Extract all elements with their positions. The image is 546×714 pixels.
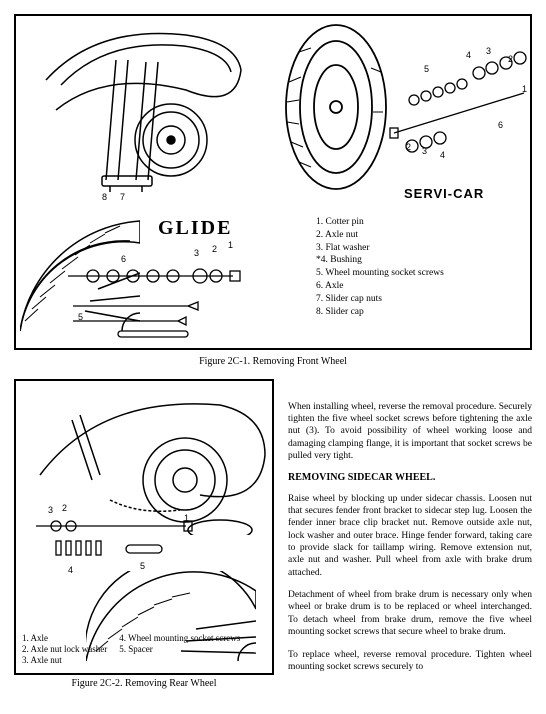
figure1-caption: Figure 2C-1. Removing Front Wheel (14, 356, 532, 369)
sc-callout-1: 1 (522, 84, 527, 95)
callout-2: 2 (212, 244, 217, 255)
f2-legend-1: 1. Axle (22, 633, 107, 644)
glide-label: GLIDE (158, 216, 232, 241)
sc-callout-3b: 3 (422, 146, 427, 157)
glide-fork-illustration (36, 20, 246, 200)
part-8: 8. Slider cap (316, 306, 444, 319)
part-6: 6. Axle (316, 280, 444, 293)
part-3: 3. Flat washer (316, 242, 444, 255)
callout-5: 5 (78, 312, 83, 323)
sc-callout-4: 4 (466, 50, 471, 61)
figure2-legend: 1. Axle 2. Axle nut lock washer 3. Axle … (22, 633, 266, 667)
servicar-label: SERVI-CAR (404, 186, 484, 202)
f2-legend-4: 4. Wheel mounting socket screws (119, 633, 240, 644)
body-p4: To replace wheel, reverse removal proced… (288, 649, 532, 674)
f2-callout-3: 3 (48, 505, 53, 516)
rear-tools-illustration (26, 511, 226, 571)
figure2-caption: Figure 2C-2. Removing Rear Wheel (14, 678, 274, 691)
body-text-column: When installing wheel, reverse the remov… (288, 379, 532, 701)
f2-callout-4: 4 (68, 565, 73, 576)
figure-1-box: 8 7 GLIDE (14, 14, 532, 350)
sc-callout-5: 5 (424, 64, 429, 75)
callout-3: 3 (194, 248, 199, 259)
f2-callout-1: 1 (184, 513, 189, 524)
sc-callout-6: 6 (498, 120, 503, 131)
body-p1: When installing wheel, reverse the remov… (288, 401, 532, 463)
part-7: 7. Slider cap nuts (316, 293, 444, 306)
part-5: 5. Wheel mounting socket screws (316, 267, 444, 280)
sc-callout-2: 2 (508, 54, 513, 65)
glide-tools-illustration (58, 246, 278, 346)
callout-1: 1 (228, 240, 233, 251)
body-heading: REMOVING SIDECAR WHEEL. (288, 472, 532, 485)
f2-callout-2: 2 (62, 503, 67, 514)
sc-callout-4b: 4 (440, 150, 445, 161)
part-1: 1. Cotter pin (316, 216, 444, 229)
figure1-parts-list: 1. Cotter pin 2. Axle nut 3. Flat washer… (316, 216, 444, 319)
body-p3: Detachment of wheel from brake drum is n… (288, 589, 532, 638)
part-2: 2. Axle nut (316, 229, 444, 242)
sc-callout-2b: 2 (406, 142, 411, 153)
callout-6: 6 (121, 254, 126, 265)
sc-callout-3: 3 (486, 46, 491, 57)
f2-legend-3: 3. Axle nut (22, 655, 107, 666)
body-p2: Raise wheel by blocking up under sidecar… (288, 493, 532, 579)
f2-legend-2: 2. Axle nut lock washer (22, 644, 107, 655)
f2-legend-5: 5. Spacer (119, 644, 240, 655)
part-4: *4. Bushing (316, 254, 444, 267)
figure-2-box: 3 2 1 4 5 (14, 379, 274, 675)
